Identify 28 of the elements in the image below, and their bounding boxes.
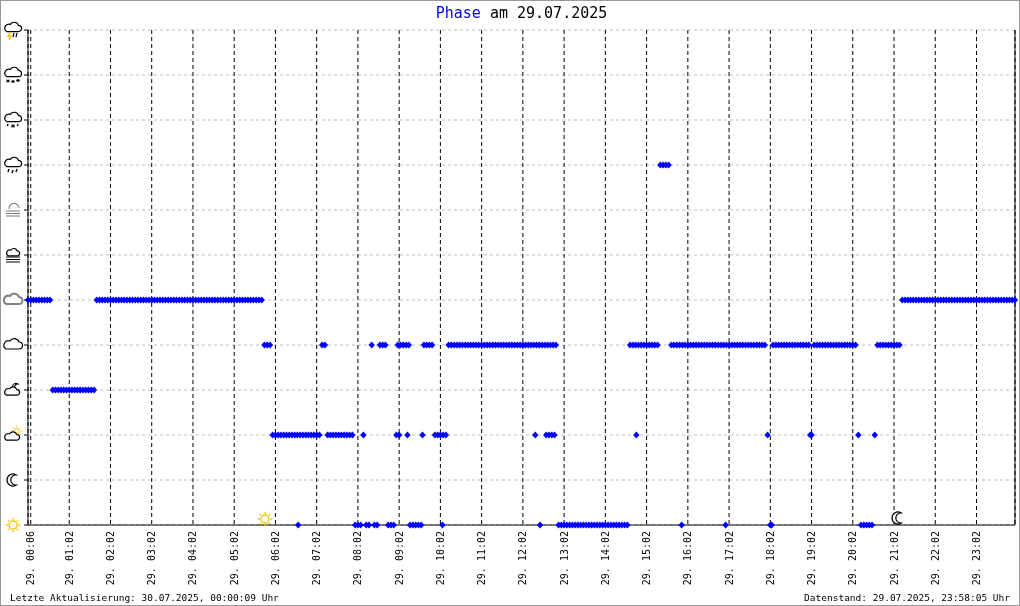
x-tick-label: 29. 12:02 xyxy=(517,531,529,586)
x-tick-label: 29. 04:02 xyxy=(187,531,199,586)
x-tick-label: 29. 23:02 xyxy=(971,531,983,586)
x-tick-label: 29. 08:02 xyxy=(352,531,364,586)
x-tick-label: 29. 21:02 xyxy=(888,531,900,586)
x-tick-label: 29. 02:02 xyxy=(104,531,116,586)
x-tick-label: 29. 18:02 xyxy=(764,531,776,586)
x-tick-label: 29. 15:02 xyxy=(641,531,653,586)
text: Phase xyxy=(435,4,481,22)
x-tick-label: 29. 03:02 xyxy=(146,531,158,586)
text: Datenstand: 29.07.2025, 23:58:05 Uhr xyxy=(804,592,1010,603)
x-tick-label: 29. 05:02 xyxy=(228,531,240,586)
x-tick-label: 29. 13:02 xyxy=(558,531,570,586)
x-tick-label: 29. 20:02 xyxy=(847,531,859,586)
text: Letzte Aktualisierung: 30.07.2025, 00:00:09 Uhr xyxy=(10,592,279,603)
x-tick-label: 29. 01:02 xyxy=(63,531,75,586)
x-tick-label: 29. 22:02 xyxy=(929,531,941,586)
x-tick-label: 29. 19:02 xyxy=(806,531,818,586)
x-tick-label: 29. 17:02 xyxy=(723,531,735,586)
x-tick-label: 29. 00:06 xyxy=(25,531,37,586)
chart-title: am 29.07.2025 xyxy=(489,4,608,22)
x-tick-label: 29. 06:02 xyxy=(269,531,281,586)
x-tick-label: 29. 10:02 xyxy=(434,531,446,586)
x-tick-label: 29. 16:02 xyxy=(682,531,694,586)
x-tick-label: 29. 14:02 xyxy=(599,531,611,586)
x-tick-label: 29. 11:02 xyxy=(476,531,488,586)
x-tick-label: 29. 07:02 xyxy=(311,531,323,586)
x-tick-label: 29. 09:02 xyxy=(393,531,405,586)
